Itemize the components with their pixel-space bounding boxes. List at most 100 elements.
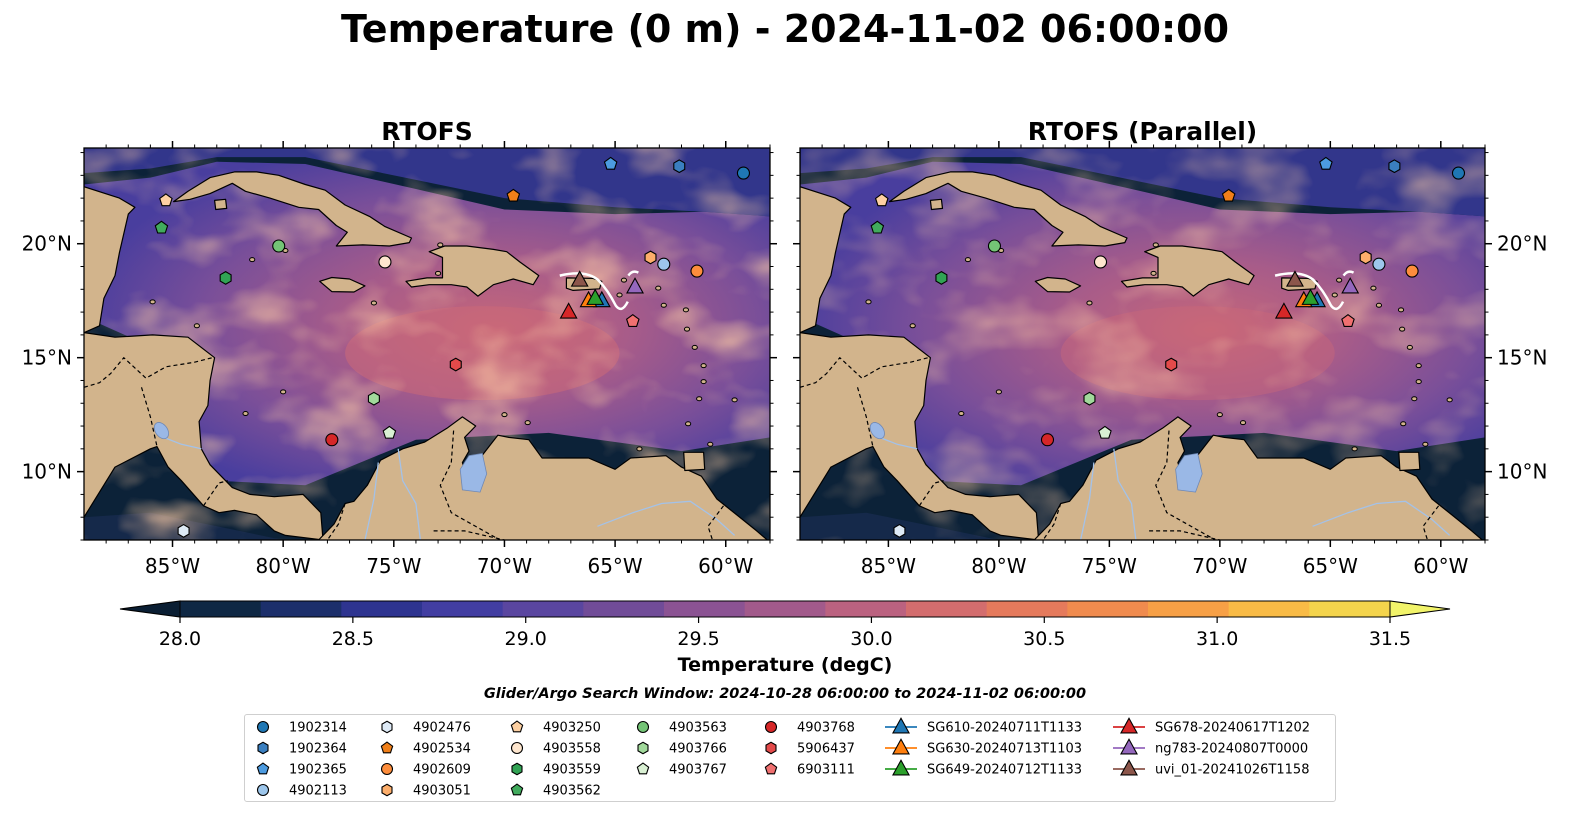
legend-entry: 4903562 <box>510 783 601 799</box>
country-border <box>203 480 228 507</box>
legend-entry: uvi_01-20241026T1158 <box>1113 759 1309 778</box>
legend-marker <box>256 762 270 775</box>
station-marker <box>1359 250 1372 265</box>
legend-entry: 4902609 <box>380 763 471 778</box>
station-marker <box>219 270 232 285</box>
glider-track <box>627 270 639 277</box>
glider-track <box>559 272 629 311</box>
small-island <box>524 420 531 426</box>
station-marker <box>1388 159 1401 174</box>
glider-marker-uvi_01-20241026T1158 <box>570 270 589 287</box>
legend-marker <box>380 741 394 754</box>
small-island <box>620 277 628 283</box>
legend-marker <box>510 741 524 755</box>
small-island <box>370 300 377 306</box>
country-border <box>918 480 944 507</box>
legend-marker <box>765 741 777 755</box>
station-marker-4902534 <box>506 188 521 202</box>
legend-marker <box>381 783 393 797</box>
country-border <box>1042 503 1062 540</box>
colorbar-tick-label: 28.5 <box>332 628 374 650</box>
isla-de-la-juventud-land <box>214 198 228 211</box>
map-frame <box>83 147 771 541</box>
small-island <box>280 389 287 395</box>
colorbar-segment <box>583 601 665 617</box>
glider-marker-SG649-20240712T1133 <box>1301 288 1320 305</box>
river <box>597 500 736 536</box>
colorbar-segment <box>1067 601 1149 617</box>
legend-marker <box>892 759 910 776</box>
map-panel-1: RTOFS 85°W 80°W 75°W 70°W 65°W 60°W 10°N 15°N 20°… <box>22 117 777 578</box>
legend-marker <box>764 762 778 775</box>
lat-tick-label: 20°N <box>1497 232 1547 256</box>
station-marker-4902113 <box>657 257 671 271</box>
station-marker-4903559 <box>935 270 948 285</box>
legend-marker <box>636 720 650 734</box>
colorbar-label: Temperature (degC) <box>678 654 893 676</box>
map-axes: 85°W 80°W 75°W 70°W 65°W 60°W 10°N 15°N 20°N <box>793 141 1547 578</box>
legend-marker <box>511 762 523 776</box>
glider-marker-SG678-20240617T1202 <box>559 302 578 319</box>
legend-entry: 1902365 <box>256 762 347 778</box>
small-island <box>1216 412 1223 418</box>
small-island <box>682 307 690 313</box>
legend-label: 4903766 <box>669 742 727 757</box>
colorbar-segment <box>260 601 342 617</box>
station-marker-4903767 <box>382 425 397 439</box>
small-island <box>700 379 707 385</box>
small-island <box>655 285 662 291</box>
station-marker <box>987 239 1002 253</box>
legend-marker <box>1120 738 1138 755</box>
small-island <box>1331 292 1338 298</box>
river <box>1113 448 1137 540</box>
legend-entry: SG678-20240617T1202 <box>1113 717 1310 736</box>
river <box>1079 462 1095 540</box>
station-marker-4902476 <box>893 523 906 538</box>
legend-label: 4903562 <box>543 784 601 799</box>
legend-entry: 4902476 <box>381 720 471 736</box>
station-marker <box>378 255 392 269</box>
station-marker <box>325 433 339 447</box>
station-marker-6903111 <box>625 314 640 327</box>
small-island <box>249 257 256 263</box>
glider-track <box>1274 272 1345 311</box>
glider-marker-ng783-20240807T0000 <box>1341 277 1360 294</box>
small-island <box>1152 242 1159 248</box>
glider-marker <box>586 288 605 305</box>
country-border <box>1155 430 1216 540</box>
cuba-land <box>888 171 1128 247</box>
lat-tick-label: 10°N <box>1497 460 1547 484</box>
lake-nicaragua <box>153 422 169 440</box>
legend-marker <box>892 717 910 734</box>
station-marker-4903250 <box>874 193 889 207</box>
small-island <box>958 411 965 417</box>
glider-marker <box>1341 277 1360 294</box>
station-marker <box>177 523 190 538</box>
small-island <box>193 323 200 329</box>
lon-tick-label: 65°W <box>587 554 642 578</box>
legend-marker <box>257 741 269 755</box>
river <box>364 462 379 540</box>
colorbar-segment <box>906 601 988 617</box>
small-island <box>1397 307 1405 313</box>
station-marker-4902476 <box>177 523 190 538</box>
station-marker <box>893 523 906 538</box>
legend-label: 4903250 <box>543 721 601 736</box>
glider-marker <box>1301 288 1320 305</box>
station-marker <box>625 314 640 327</box>
legend-label: uvi_01-20241026T1158 <box>1155 763 1309 778</box>
lon-tick-label: 70°W <box>477 554 532 578</box>
legend-label: SG610-20240711T1133 <box>927 721 1082 736</box>
legend-marker <box>381 720 393 734</box>
lon-tick-label: 60°W <box>698 554 753 578</box>
colorbar-frame <box>179 600 1391 618</box>
legend-label: 4903558 <box>543 742 601 757</box>
station-marker-4903558 <box>378 255 392 269</box>
legend-entry: 5906437 <box>765 741 855 757</box>
legend-label: 4903767 <box>669 763 727 778</box>
river <box>879 436 918 450</box>
station-marker <box>272 239 286 253</box>
small-island <box>1351 446 1358 452</box>
legend-entry: 1902314 <box>256 721 347 736</box>
small-island <box>1415 379 1422 385</box>
